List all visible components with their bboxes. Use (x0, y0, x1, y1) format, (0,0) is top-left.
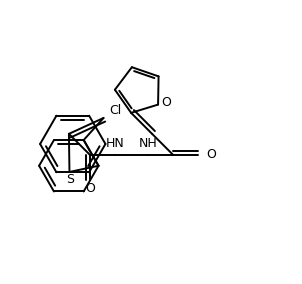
Text: Cl: Cl (110, 104, 122, 116)
Text: HN: HN (106, 137, 124, 150)
Text: O: O (85, 181, 95, 195)
Text: NH: NH (139, 137, 157, 150)
Text: O: O (161, 96, 171, 109)
Text: O: O (206, 148, 216, 161)
Text: S: S (66, 173, 75, 186)
